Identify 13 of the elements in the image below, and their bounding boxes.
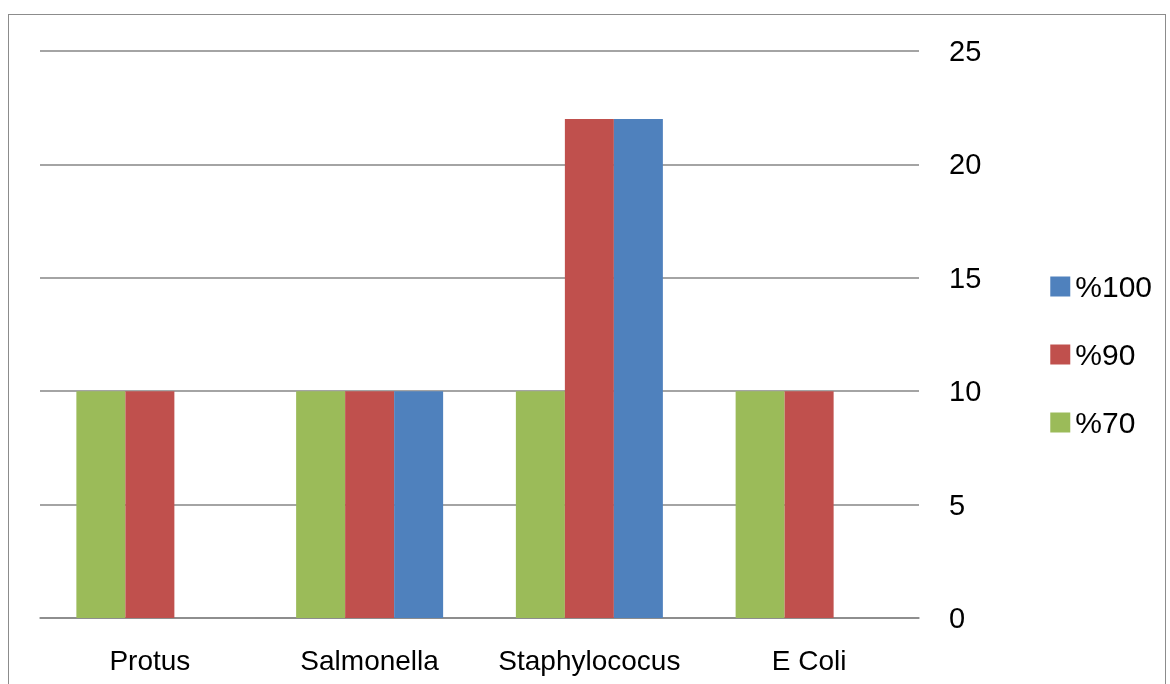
y-tick-label: 10 (949, 375, 982, 408)
y-tick-label: 0 (949, 602, 966, 634)
x-tick-label: E Coli (771, 644, 847, 676)
y-tick-label: 25 (949, 35, 982, 67)
x-tick-label: Staphylococus (498, 644, 681, 676)
y-tick-label: 5 (949, 488, 966, 521)
legend-label: %70 (1075, 406, 1136, 439)
y-tick-label: 15 (949, 261, 982, 294)
legend-label: %100 (1075, 270, 1153, 303)
x-tick-label: Protus (109, 644, 191, 676)
legend-label: %90 (1075, 338, 1136, 371)
y-tick-label: 20 (949, 148, 982, 181)
x-tick-label: Salmonella (300, 644, 440, 676)
